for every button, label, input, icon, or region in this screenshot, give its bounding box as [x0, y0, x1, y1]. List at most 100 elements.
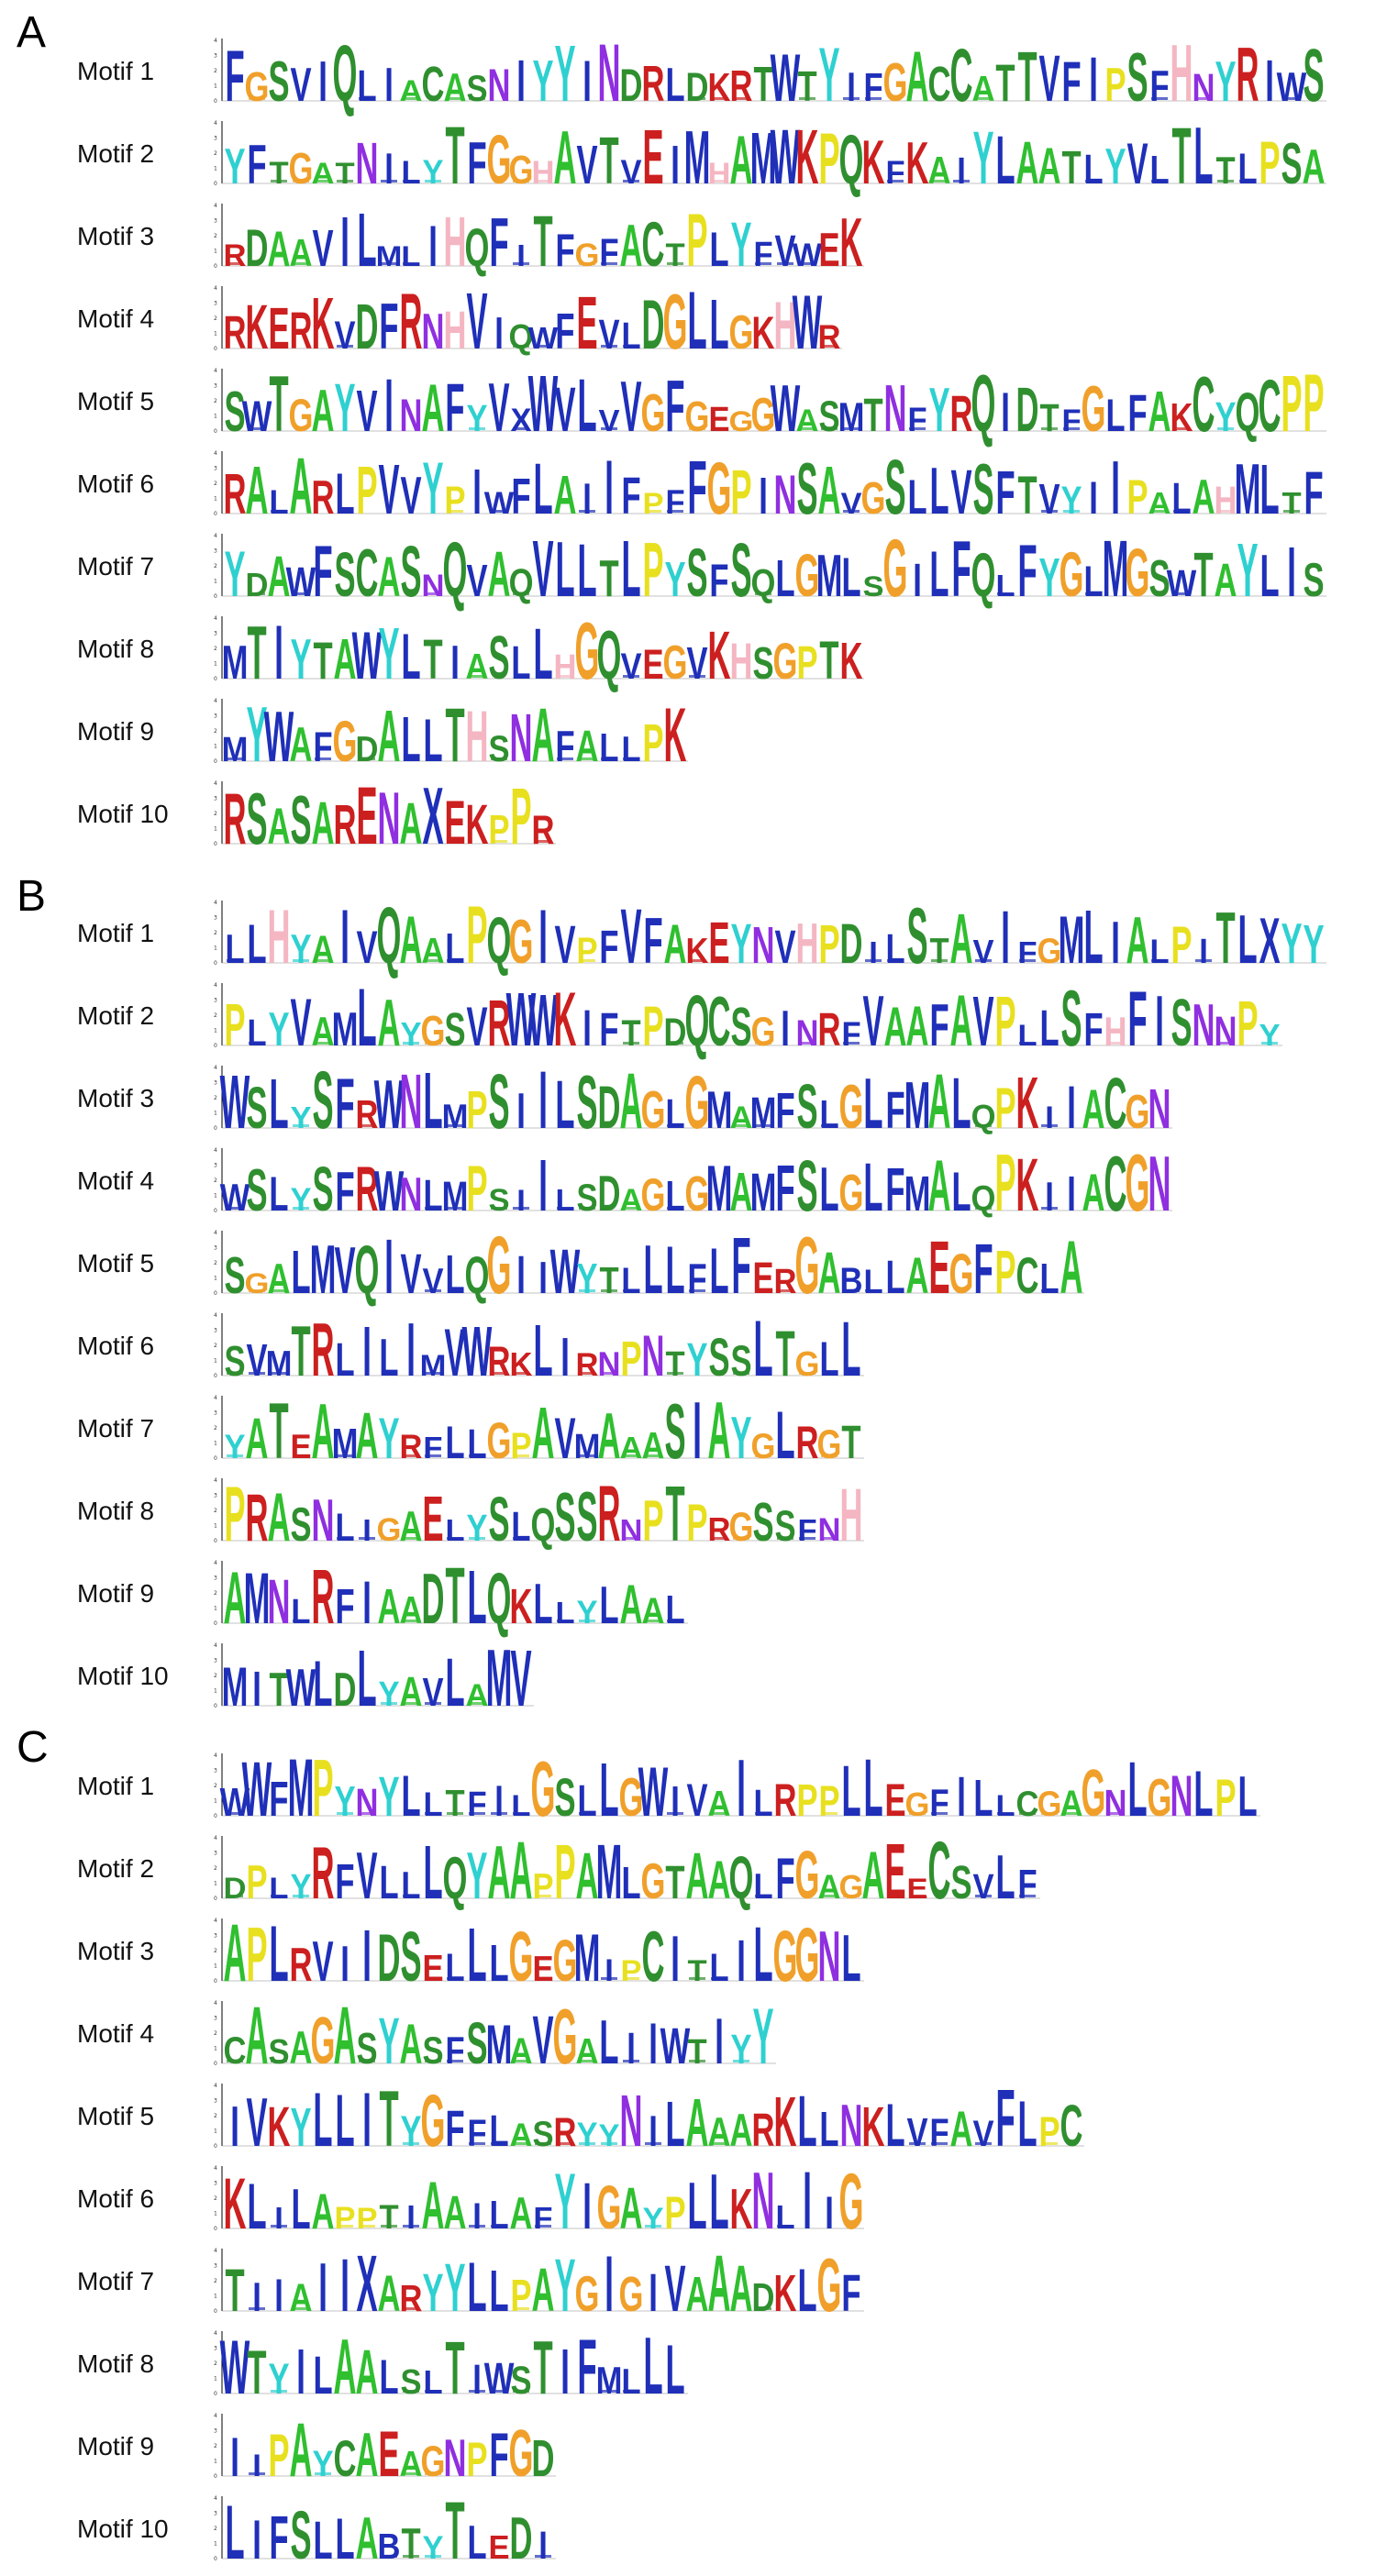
logo-residue: M: [706, 1081, 733, 1140]
logo-residue: S: [576, 1177, 597, 1220]
motif-label: Motif 9: [77, 1579, 155, 1608]
logo-residue: L: [929, 454, 949, 529]
logo-residue: D: [422, 1559, 445, 1639]
logo-residue: L: [313, 2346, 332, 2406]
logo-residue: I: [318, 2250, 327, 2327]
minor-residue-mark: [535, 1895, 551, 1897]
minor-residue-mark: [469, 1537, 485, 1540]
minor-residue-mark: [491, 840, 507, 843]
minor-residue-mark: [403, 1537, 419, 1540]
logo-residue: V: [422, 1261, 443, 1300]
minor-residue-mark: [425, 1454, 441, 1457]
logo-residue: A: [576, 1839, 599, 1912]
logo-residue: L: [423, 1170, 442, 1220]
axis-tick-label: 3: [214, 1933, 217, 1940]
axis-tick-label: 2: [214, 1425, 217, 1432]
logo-residue: F: [665, 483, 684, 521]
logo-residue: A: [906, 1246, 929, 1304]
logo-residue: A: [268, 1255, 291, 1302]
minor-residue-mark: [667, 1620, 683, 1622]
axis-tick-label: 1: [214, 1523, 217, 1530]
minor-residue-mark: [249, 1289, 265, 1292]
logo-residue: W: [220, 1061, 250, 1144]
minor-residue-mark: [513, 427, 529, 430]
logo-residue: L: [621, 2361, 640, 2401]
logo-residue: A: [378, 987, 401, 1060]
logo-residue: L: [357, 1634, 376, 1723]
logo-residue: I: [450, 636, 460, 690]
logo-residue: Y: [378, 2004, 399, 2077]
logo-residue: L: [445, 1947, 464, 1990]
logo-residue: I: [274, 2201, 283, 2236]
logo-residue: L: [555, 525, 574, 614]
logo-residue: G: [663, 278, 688, 366]
minor-residue-mark: [799, 1372, 816, 1375]
logo-residue: G: [333, 709, 358, 774]
logo-residue: T: [819, 631, 838, 691]
minor-residue-mark: [469, 97, 485, 100]
minor-residue-mark: [535, 2555, 551, 2558]
axis-tick-label: 4: [214, 1065, 217, 1071]
minor-residue-mark: [755, 1124, 771, 1127]
logo-residue: I: [1089, 45, 1098, 115]
logo-residue: T: [445, 691, 464, 778]
logo-residue: L: [863, 1063, 882, 1144]
logo-residue: L: [643, 1232, 662, 1308]
logo-residue: R: [950, 385, 973, 442]
logo-residue: T: [313, 632, 332, 691]
minor-residue-mark: [579, 262, 595, 265]
minor-residue-mark: [1217, 427, 1234, 430]
logo-residue: A: [290, 719, 313, 772]
logo-residue: R: [598, 1468, 621, 1557]
logo-residue: L: [841, 1305, 860, 1393]
logo-residue: W: [1277, 65, 1307, 110]
logo-residue: P: [664, 2188, 685, 2239]
axis-tick-label: 0: [214, 1455, 217, 1462]
logo-residue: T: [379, 2198, 398, 2236]
logo-residue: L: [1237, 1763, 1257, 1829]
logo-residue: L: [379, 2349, 398, 2404]
logo-residue: G: [685, 1061, 710, 1144]
minor-residue-mark: [887, 959, 904, 962]
logo-residue: K: [774, 2082, 797, 2161]
logo-residue: R: [1237, 31, 1259, 117]
axis-tick-label: 0: [214, 841, 217, 847]
minor-residue-mark: [579, 1207, 595, 1210]
logo-residue: D: [378, 1921, 401, 1996]
logo-residue: D: [752, 2276, 775, 2319]
logo-residue: W: [528, 359, 559, 448]
logo-residue: I: [538, 1056, 548, 1146]
logo-residue: L: [907, 471, 926, 525]
logo-residue: N: [400, 391, 423, 442]
minor-residue-mark: [667, 510, 683, 513]
logo-residue: M: [750, 1164, 777, 1222]
minor-residue-mark: [623, 2060, 639, 2062]
logo-residue: P: [356, 2203, 377, 2236]
logo-residue: C: [422, 56, 445, 112]
motif-label: Motif 9: [77, 717, 155, 746]
logo-residue: Q: [751, 562, 776, 605]
logo-residue: A: [1082, 1079, 1105, 1140]
logo-residue: N: [1104, 1783, 1127, 1824]
logo-residue: S: [246, 1158, 267, 1224]
logo-residue: I: [296, 2336, 305, 2408]
logo-residue: C: [928, 1826, 951, 1917]
logo-residue: N: [268, 1566, 291, 1637]
logo-residue: T: [665, 1470, 684, 1558]
logo-residue: S: [752, 638, 773, 690]
logo-residue: I: [516, 1245, 526, 1306]
logo-residue: A: [906, 995, 929, 1058]
logo-residue: F: [335, 1853, 354, 1909]
logo-residue: N: [884, 371, 907, 445]
logo-residue: G: [861, 473, 886, 525]
logo-residue: M: [816, 544, 843, 610]
logo-residue: L: [269, 1873, 288, 1906]
minor-residue-mark: [975, 2142, 992, 2145]
logo-residue: I: [230, 2095, 239, 2158]
minor-residue-mark: [1195, 959, 1212, 962]
logo-residue: R: [400, 278, 423, 366]
